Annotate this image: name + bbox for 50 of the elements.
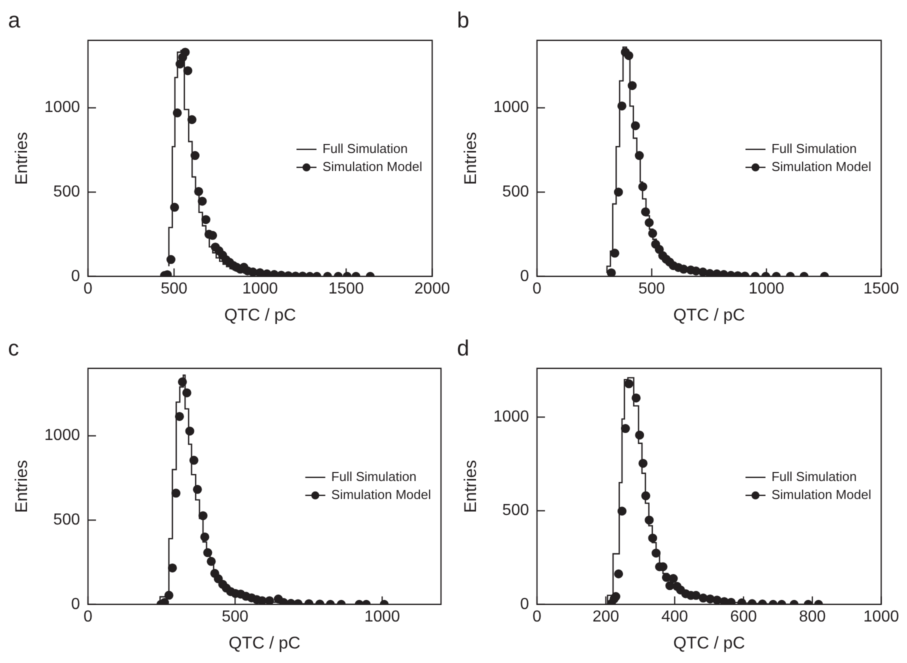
x-tick-label: 1000 [242,280,278,298]
y-tick-label: 500 [53,512,80,529]
legend-label: Simulation Model [771,486,872,502]
x-tick-label: 0 [84,608,93,626]
x-tick-label: 500 [160,280,188,298]
y-axis-title: Entries [12,460,31,513]
x-tick-label: 0 [532,280,542,298]
legend-label: Simulation Model [331,486,432,502]
x-tick-label: 1000 [364,608,400,626]
y-tick-label: 1000 [493,99,530,116]
legend-label: Simulation Model [771,158,872,174]
x-tick-label: 200 [592,608,620,626]
legend-label: Full Simulation [771,468,857,484]
legend-label: Full Simulation [771,140,857,156]
x-tick-label: 1500 [863,280,900,298]
chart-title: d [457,335,470,360]
y-tick-label: 1000 [44,99,80,116]
chart-title: a [8,7,21,32]
y-tick-label: 500 [53,184,80,201]
y-tick-label: 0 [71,268,80,285]
x-tick-label: 800 [799,608,826,626]
chart-title: b [457,7,470,32]
x-axis-title: QTC / pC [228,633,300,652]
y-tick-label: 500 [502,502,530,520]
x-tick-label: 500 [638,280,666,298]
legend-label: Full Simulation [331,468,417,484]
x-tick-label: 600 [730,608,757,626]
y-tick-label: 0 [520,596,530,613]
y-axis-title: Entries [460,132,480,185]
y-tick-label: 1000 [44,427,80,444]
y-tick-label: 0 [520,268,530,285]
x-tick-label: 1000 [863,608,900,626]
x-tick-label: 0 [532,608,542,626]
y-axis-title: Entries [460,460,480,513]
x-axis-title: QTC / pC [673,305,745,324]
x-tick-label: 1500 [328,280,364,298]
legend-label: Simulation Model [322,158,422,174]
x-tick-label: 0 [84,280,93,298]
x-axis-title: QTC / pC [224,305,296,324]
x-axis-title: QTC / pC [673,633,745,652]
x-tick-label: 500 [222,608,249,626]
x-tick-label: 400 [661,608,688,626]
y-axis-title: Entries [12,132,31,185]
legend-label: Full Simulation [322,140,408,156]
x-tick-label: 2000 [414,280,450,298]
chart-title: c [8,335,19,360]
y-tick-label: 1000 [493,408,530,426]
y-tick-label: 0 [71,596,80,613]
x-tick-label: 1000 [748,280,784,298]
y-tick-label: 500 [502,184,530,201]
